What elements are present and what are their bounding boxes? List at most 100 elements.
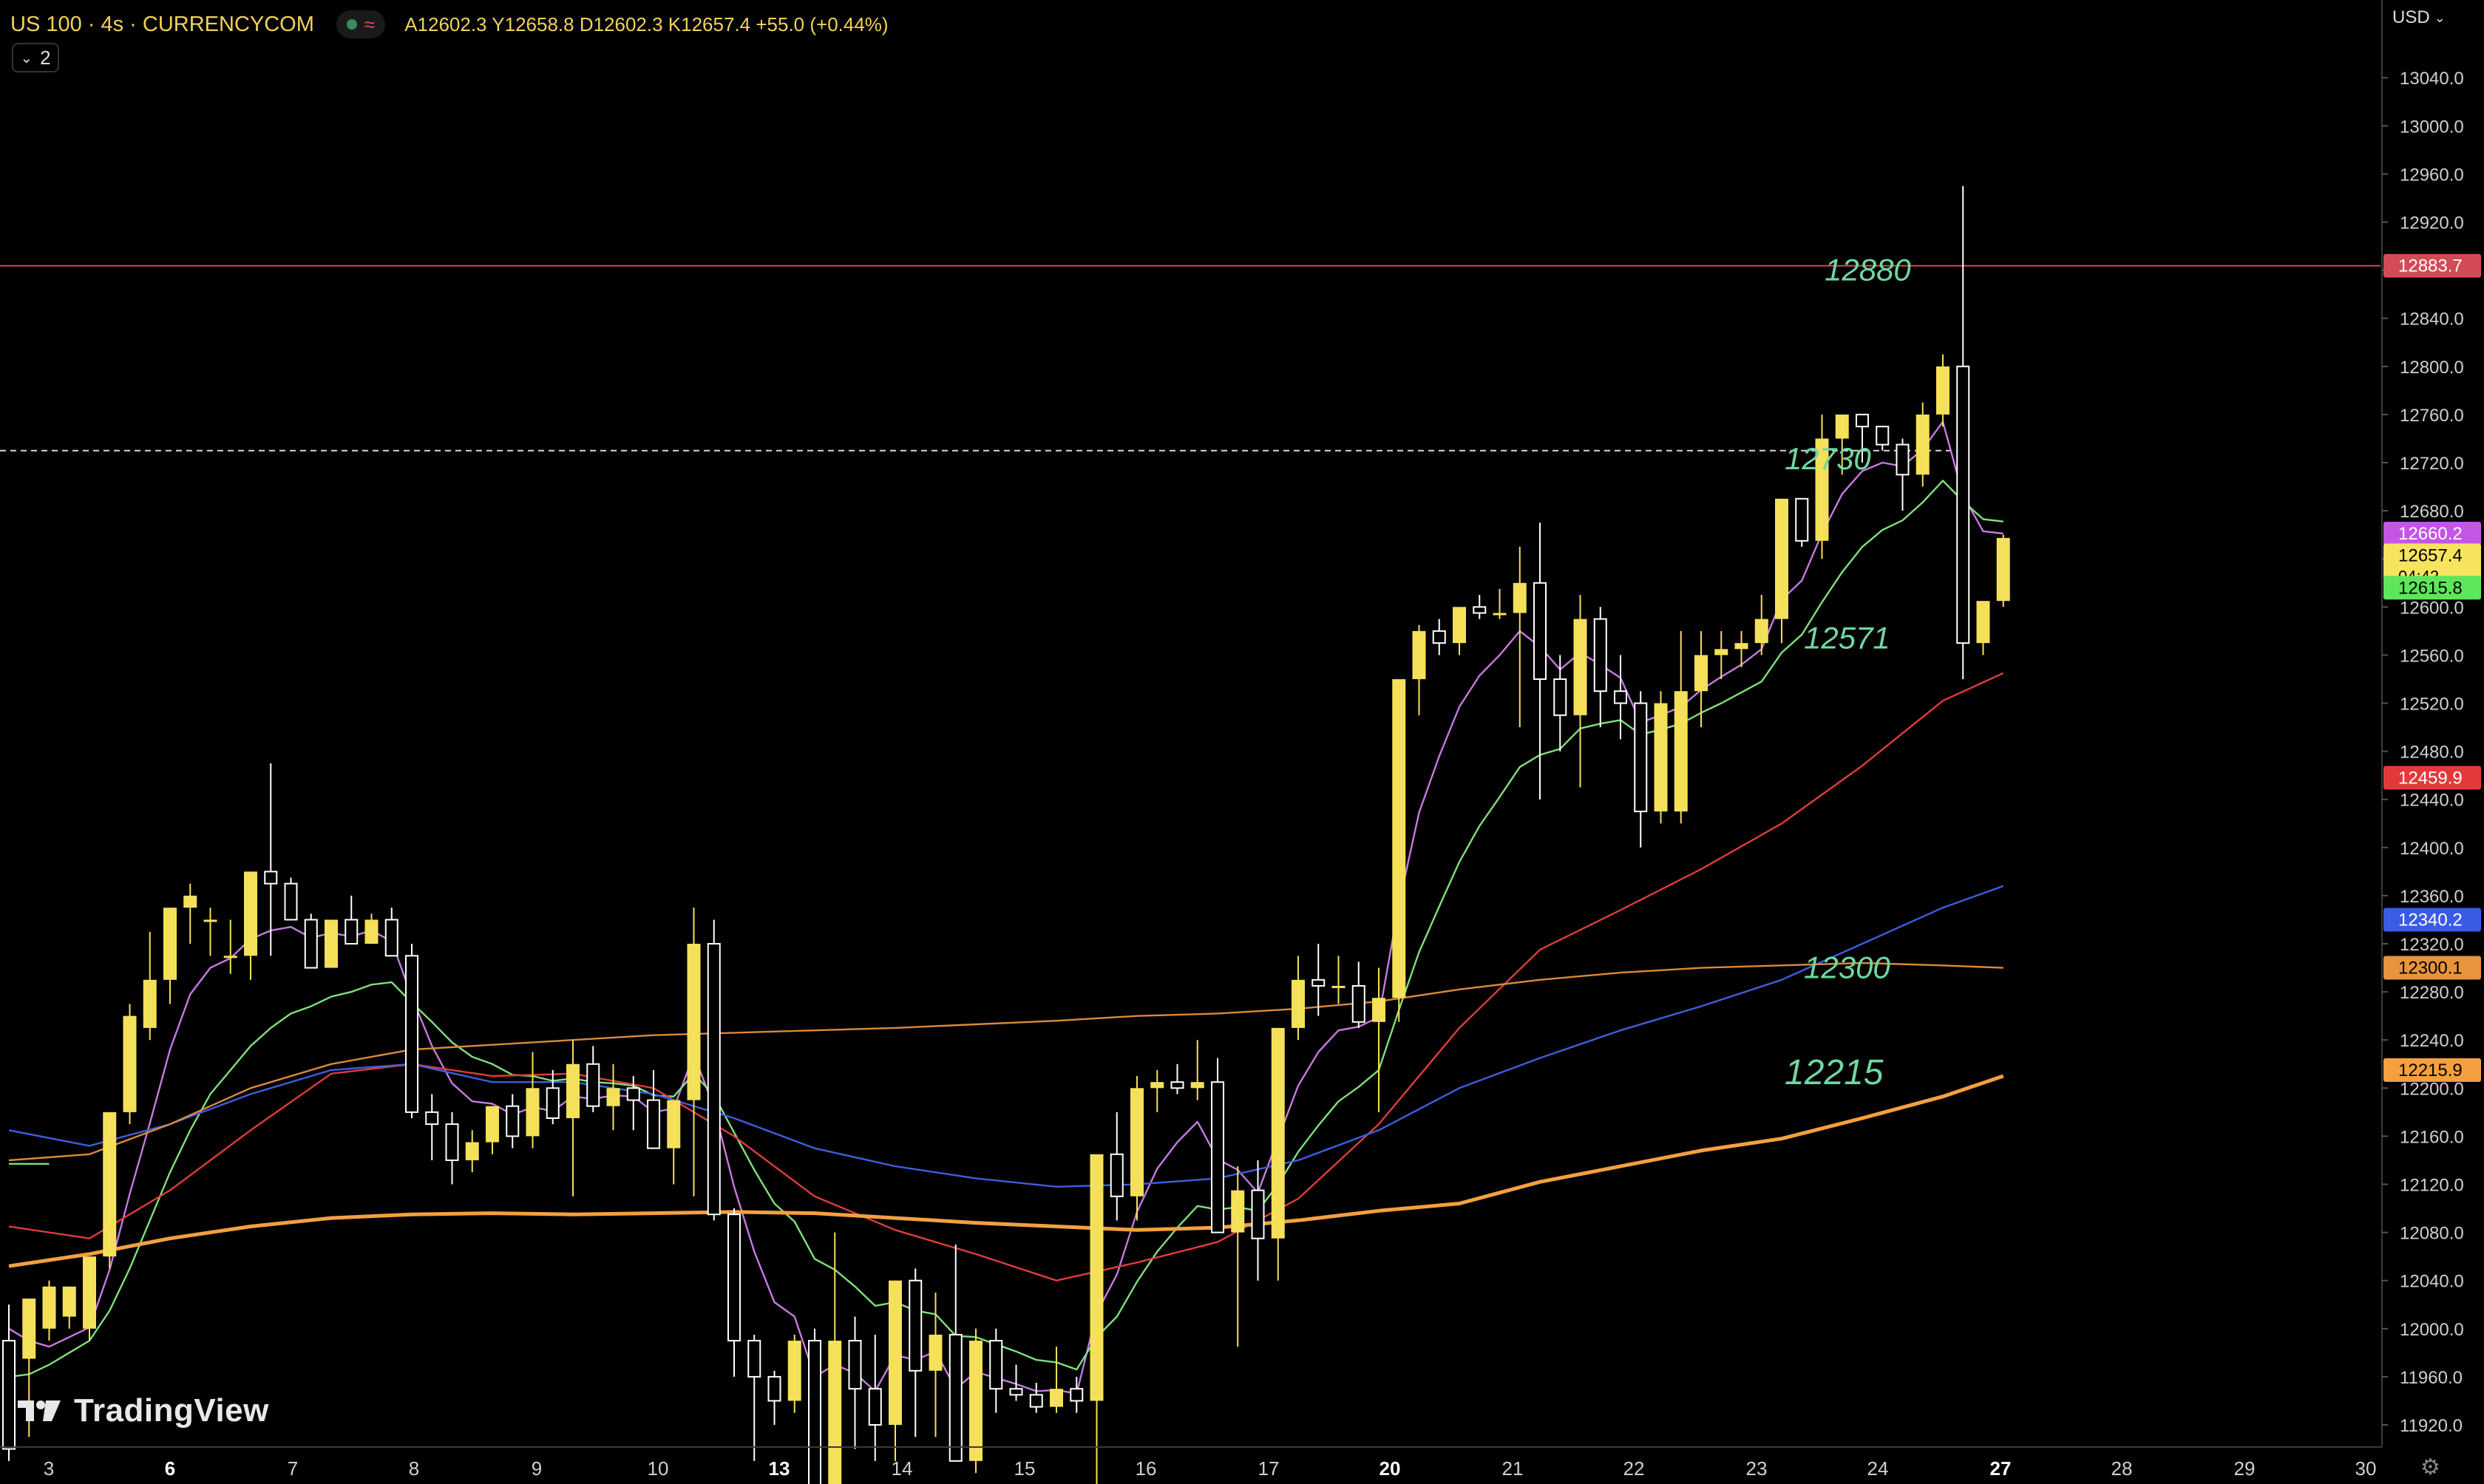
- time-axis-label: 22: [1623, 1457, 1645, 1480]
- moving-average-line-3: [8, 885, 2004, 1188]
- price-badge-bg: [2383, 956, 2481, 980]
- candle-body: [163, 908, 177, 980]
- candle: [1231, 1166, 1245, 1347]
- candle: [203, 908, 217, 956]
- candle-body: [284, 882, 298, 921]
- currency-selector[interactable]: USD ⌄: [2392, 7, 2446, 28]
- price-badge-bg: [2383, 908, 2481, 932]
- time-axis-label: 15: [1014, 1457, 1036, 1480]
- candle: [1453, 607, 1466, 656]
- candle-body: [203, 919, 217, 922]
- candle: [787, 1334, 801, 1413]
- candle-body: [626, 1087, 640, 1101]
- candle-body: [1775, 498, 1788, 619]
- candle: [1292, 956, 1305, 1041]
- candle: [747, 1334, 761, 1461]
- price-badge-value: 12300.1: [2398, 959, 2463, 978]
- indicators-count: 2: [40, 46, 51, 69]
- candle: [1351, 961, 1365, 1028]
- price-axis-label: 12760.0: [2400, 406, 2464, 426]
- candle-body: [1392, 678, 1406, 998]
- candle-body: [747, 1340, 761, 1378]
- candle: [1392, 678, 1406, 1022]
- candle: [1856, 413, 1869, 463]
- price-axis-label: 12200.0: [2400, 1079, 2464, 1099]
- candle-body: [1936, 366, 1949, 415]
- symbol-title[interactable]: US 100 · 4s · CURRENCYCOM: [10, 12, 314, 36]
- candle-body: [1533, 582, 1547, 680]
- candle: [325, 919, 338, 968]
- price-badge-value: 12660.2: [2398, 524, 2463, 544]
- candle: [1311, 944, 1326, 1016]
- candle-body: [808, 1340, 821, 1484]
- indicators-toggle-button[interactable]: ⌄ 2: [12, 43, 59, 72]
- tradingview-logo[interactable]: TradingView: [16, 1392, 269, 1429]
- candle-body: [1110, 1153, 1124, 1197]
- candle-body: [909, 1279, 923, 1372]
- candle: [345, 895, 359, 944]
- time-axis-label: 3: [44, 1457, 54, 1480]
- price-annotation: 12880: [1825, 253, 1911, 287]
- time-axis-label: 20: [1380, 1457, 1401, 1480]
- candle: [364, 913, 379, 944]
- candle: [1614, 655, 1627, 740]
- time-axis-label: 16: [1136, 1457, 1157, 1480]
- candle: [123, 1004, 137, 1125]
- price-axis-label: 11920.0: [2400, 1416, 2463, 1436]
- time-axis-label: 28: [2111, 1457, 2133, 1480]
- candle: [1634, 691, 1648, 848]
- candle: [1009, 1364, 1023, 1401]
- candle: [687, 908, 701, 1197]
- price-axis-label: 12600.0: [2400, 598, 2464, 618]
- price-badge-bg: [2383, 1058, 2481, 1082]
- candle: [1896, 438, 1910, 511]
- price-badge-bg: [2383, 253, 2481, 278]
- ohlc-values: A12602.3 Y12658.8 D12602.3 K12657.4 +55.…: [404, 13, 889, 35]
- candle: [1130, 1076, 1144, 1221]
- price-axis-badge: 12300.1: [2383, 956, 2481, 980]
- candle-body: [1634, 702, 1648, 812]
- chevron-down-icon: ⌄: [20, 50, 33, 67]
- candle-body: [667, 1100, 681, 1148]
- candle-body: [1351, 984, 1365, 1023]
- candle-body: [1815, 438, 1829, 541]
- time-axis-label: 24: [1867, 1457, 1889, 1480]
- candle: [949, 1244, 963, 1462]
- moving-average-line-4: [8, 961, 2003, 1162]
- time-axis-label: 17: [1258, 1457, 1280, 1480]
- candle: [1876, 426, 1890, 451]
- candle-body: [1372, 998, 1385, 1022]
- candle-body: [405, 955, 418, 1113]
- candle: [767, 1370, 781, 1425]
- candle-body: [1170, 1081, 1184, 1089]
- candle-body: [1876, 426, 1890, 446]
- candle-body: [868, 1388, 882, 1426]
- candle-body: [62, 1286, 76, 1317]
- settings-gear-icon[interactable]: ⚙: [2420, 1455, 2440, 1480]
- candle: [384, 908, 398, 957]
- price-badge-value: 12883.7: [2398, 256, 2463, 276]
- candle-body: [828, 1341, 842, 1484]
- candle: [445, 1112, 459, 1185]
- price-axis-label: 12240.0: [2400, 1031, 2464, 1051]
- candle: [83, 1256, 96, 1341]
- candle: [143, 931, 157, 1041]
- candle-body: [1553, 678, 1567, 716]
- price-axis-label: 12040.0: [2400, 1272, 2464, 1292]
- price-badge-value: 12657.4: [2398, 545, 2463, 565]
- candle-body: [848, 1340, 862, 1390]
- candle-body: [1513, 582, 1527, 613]
- candle: [526, 1052, 540, 1148]
- time-axis-label: 10: [648, 1457, 669, 1480]
- candle: [1815, 414, 1829, 559]
- price-axis-label: 12520.0: [2400, 695, 2464, 715]
- candle-body: [1896, 443, 1910, 476]
- candle: [1331, 956, 1346, 1004]
- tradingview-logo-icon: [18, 1400, 61, 1421]
- candle: [1070, 1376, 1084, 1413]
- candle: [1654, 691, 1668, 824]
- market-status-badge[interactable]: ≈: [336, 10, 386, 38]
- time-axis-label: 29: [2234, 1457, 2256, 1480]
- price-badge-value: 12459.9: [2398, 768, 2463, 788]
